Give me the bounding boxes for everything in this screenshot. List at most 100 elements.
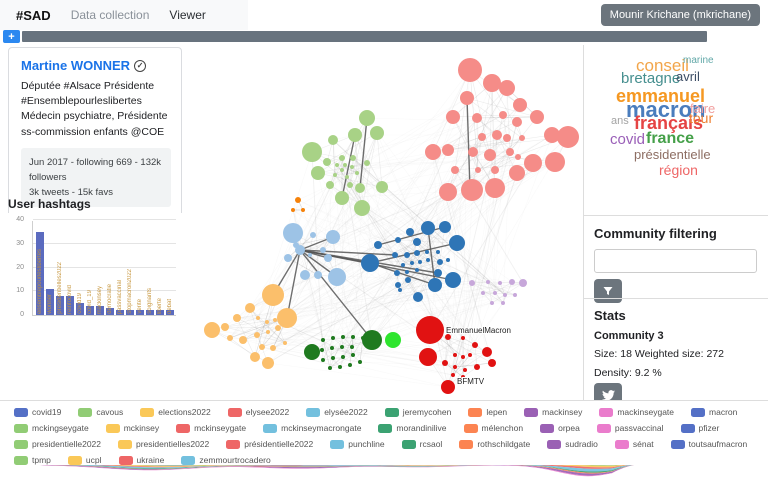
graph-node-orange[interactable] <box>262 284 284 306</box>
hashtag-bar[interactable]: democratie <box>105 220 115 315</box>
legend-item[interactable]: ukraine <box>118 455 164 465</box>
graph-node-lightblue[interactable] <box>300 270 310 280</box>
graph-node-salmon[interactable] <box>458 58 482 82</box>
graph-node-salmon[interactable] <box>472 113 482 123</box>
graph-node-lightgreen[interactable] <box>345 175 349 179</box>
graph-node-blue[interactable] <box>415 268 419 272</box>
graph-node-darkgreen[interactable] <box>348 363 352 367</box>
graph-node-lavender[interactable] <box>486 280 490 284</box>
graph-node-darkgreen[interactable] <box>330 346 334 350</box>
graph-node-orange[interactable] <box>204 322 220 338</box>
graph-node-lightblue[interactable] <box>310 232 316 238</box>
graph-node-lavender[interactable] <box>503 293 507 297</box>
user-hashtags-chart[interactable]: 0 10 20 30 40 ensemblepourleslibertes wonner pr… <box>8 213 182 328</box>
graph-node-darkgreen[interactable] <box>341 335 345 339</box>
graph-node-blue[interactable] <box>414 250 420 256</box>
graph-node-orange-small[interactable] <box>291 208 295 212</box>
graph-node-blue[interactable] <box>398 288 402 292</box>
graph-node-lightgreen[interactable] <box>339 155 345 161</box>
graph-node-red[interactable] <box>463 368 467 372</box>
graph-node-blue[interactable] <box>392 252 398 258</box>
graph-node-red[interactable] <box>461 336 465 340</box>
graph-node-red[interactable] <box>445 334 451 340</box>
graph-node-lightgreen[interactable] <box>354 200 370 216</box>
legend-item[interactable]: mckinseymacrongate <box>263 423 361 433</box>
legend-item[interactable]: presidentielles2022 <box>118 439 209 449</box>
graph-node-red[interactable] <box>468 353 472 357</box>
graph-node-lavender[interactable] <box>513 293 517 297</box>
community-filter-input[interactable] <box>594 249 757 273</box>
cloud-word[interactable]: marine <box>683 55 714 66</box>
cloud-word[interactable]: tour <box>689 110 714 126</box>
graph-node-blue[interactable] <box>437 259 443 265</box>
graph-node-lightgreen[interactable] <box>364 160 370 166</box>
user-account-button[interactable]: Mounir Krichane (mkrichane) <box>600 4 760 26</box>
legend-item[interactable]: mckinsey <box>105 423 159 433</box>
graph-node-darkgreen[interactable] <box>341 355 345 359</box>
graph-node-orange[interactable] <box>239 336 247 344</box>
add-button[interactable]: + <box>3 30 20 43</box>
graph-node-salmon[interactable] <box>425 144 441 160</box>
graph-node-salmon[interactable] <box>499 111 507 119</box>
graph-node-blue[interactable] <box>426 258 430 262</box>
graph-node-darkgreen[interactable] <box>350 345 354 349</box>
graph-node-orange[interactable] <box>273 318 277 322</box>
cloud-word[interactable]: présidentielle <box>634 147 711 162</box>
graph-node-red[interactable] <box>419 348 437 366</box>
graph-node-lavender[interactable] <box>509 279 515 285</box>
graph-node-brightgreen[interactable] <box>385 332 401 348</box>
hashtag-bar[interactable]: debat <box>165 220 175 315</box>
graph-node-blue[interactable] <box>434 269 442 277</box>
graph-node-lightgreen[interactable] <box>350 155 356 161</box>
graph-node-lightblue[interactable] <box>284 254 292 262</box>
graph-node-lightgreen[interactable] <box>333 173 337 177</box>
graph-node-lightgreen[interactable] <box>302 142 322 162</box>
graph-node-red[interactable] <box>472 342 478 348</box>
graph-node-lightgreen[interactable] <box>323 158 331 166</box>
graph-node-red[interactable] <box>442 360 448 366</box>
graph-node-blue[interactable] <box>395 282 401 288</box>
graph-node-salmon[interactable] <box>530 110 544 124</box>
hashtag-bar[interactable]: ensemblepourleslibertes <box>35 220 45 315</box>
graph-node-lightblue[interactable] <box>320 247 326 253</box>
graph-node-darkgreen[interactable] <box>320 348 324 352</box>
graph-node-darkgreen[interactable] <box>351 353 355 357</box>
graph-node-orange[interactable] <box>256 316 260 320</box>
legend-item[interactable]: elysee2022 <box>227 407 289 417</box>
hashtag-bar[interactable]: mackinsey <box>95 220 105 315</box>
graph-node-orange[interactable] <box>259 344 265 350</box>
cloud-word[interactable]: ans <box>611 115 629 127</box>
graph-node-orange[interactable] <box>262 357 274 369</box>
cloud-word[interactable]: conseil <box>636 56 689 75</box>
legend-item[interactable]: orpea <box>540 423 580 433</box>
graph-node-salmon[interactable] <box>512 117 522 127</box>
graph-node-salmon[interactable] <box>484 149 496 161</box>
graph-node-darkgreen[interactable] <box>304 344 320 360</box>
legend-item[interactable]: rcsaol <box>401 439 442 449</box>
graph-node-darkgreen[interactable] <box>331 356 335 360</box>
graph-node-lightblue[interactable] <box>308 253 312 257</box>
graph-node-red[interactable] <box>453 353 457 357</box>
graph-node-lightgreen[interactable] <box>328 135 338 145</box>
graph-node-blue[interactable] <box>449 235 465 251</box>
cloud-word[interactable]: bretagne <box>621 70 681 87</box>
legend-item[interactable]: mackinseygate <box>599 407 674 417</box>
legend-item[interactable]: sudradio <box>547 439 598 449</box>
legend-item[interactable]: elysée2022 <box>306 407 368 417</box>
filter-button[interactable] <box>594 279 622 303</box>
graph-node-blue[interactable] <box>404 252 410 258</box>
app-brand[interactable]: #SAD <box>16 7 51 23</box>
graph-node-lightgreen[interactable] <box>335 191 349 205</box>
graph-node-lightblue[interactable] <box>328 268 346 286</box>
graph-node-blue[interactable] <box>425 250 429 254</box>
graph-node-salmon[interactable] <box>483 74 501 92</box>
graph-node-lightblue[interactable] <box>283 223 303 243</box>
graph-node-orange[interactable] <box>277 308 297 328</box>
graph-node-salmon[interactable] <box>468 147 478 157</box>
hashtag-bar[interactable]: passvaccinal <box>115 220 125 315</box>
graph-node-red[interactable] <box>416 316 444 344</box>
graph-node-darkgreen[interactable] <box>321 358 325 362</box>
graph-node-salmon[interactable] <box>442 144 454 156</box>
graph-node-darkgreen[interactable] <box>358 360 362 364</box>
cloud-word[interactable]: emmanuel <box>616 86 706 106</box>
